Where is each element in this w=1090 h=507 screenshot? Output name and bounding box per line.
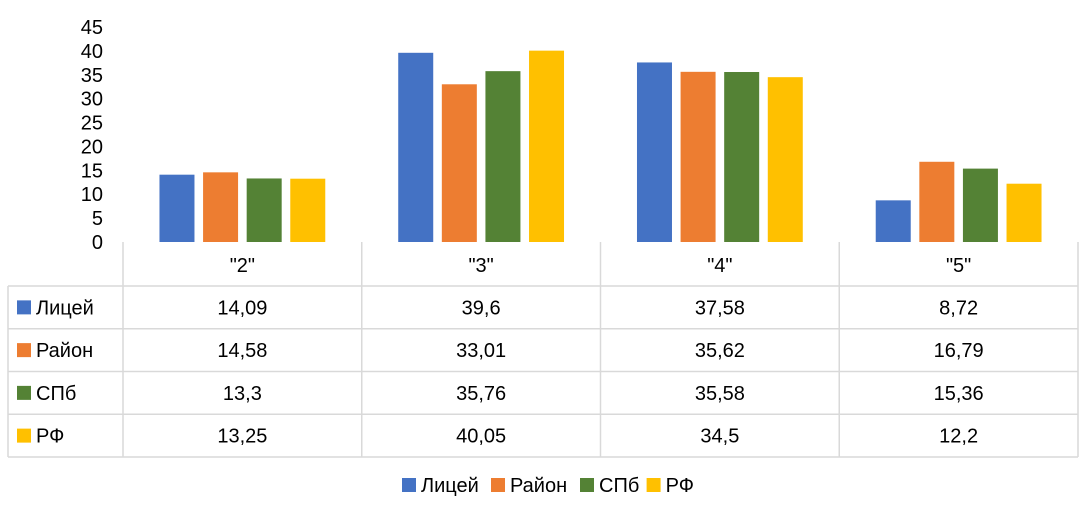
bar-РФ-3 bbox=[1006, 183, 1042, 242]
y-tick-label: 5 bbox=[92, 208, 103, 230]
category-label: "5" bbox=[946, 255, 971, 277]
bar-Лицей-2 bbox=[636, 62, 672, 243]
y-tick-label: 25 bbox=[81, 113, 103, 135]
table-cell: 14,58 bbox=[217, 340, 267, 362]
table-cell: 34,5 bbox=[700, 426, 739, 448]
data-table: "2" "3" "4" "5" Лицей 14,09 39,6 37,58 8,72 Район… bbox=[7, 242, 1079, 458]
bar-Район-1 bbox=[441, 84, 477, 242]
table-series-label: СПб bbox=[36, 383, 76, 405]
legend-key bbox=[646, 478, 661, 492]
y-tick-label: 30 bbox=[81, 89, 103, 111]
table-legend-key bbox=[17, 385, 31, 400]
bar-Лицей-0 bbox=[159, 174, 195, 242]
table-cell: 16,79 bbox=[934, 340, 984, 362]
table-cell: 15,36 bbox=[934, 383, 984, 405]
table-cell: 8,72 bbox=[939, 297, 978, 319]
y-tick-label: 45 bbox=[81, 17, 103, 39]
y-tick-label: 20 bbox=[81, 136, 103, 158]
bar-РФ-2 bbox=[767, 77, 803, 242]
y-tick-label: 15 bbox=[81, 160, 103, 182]
legend-key bbox=[402, 478, 416, 492]
legend-key bbox=[491, 478, 505, 492]
bar-Лицей-3 bbox=[875, 200, 911, 242]
y-tick-label: 10 bbox=[81, 184, 103, 206]
table-cell: 12,2 bbox=[939, 426, 978, 448]
legend-label: СПб bbox=[599, 475, 639, 497]
bar-Район-2 bbox=[680, 71, 716, 242]
category-label: "3" bbox=[468, 255, 493, 277]
table-legend-key bbox=[17, 343, 31, 358]
category-label: "2" bbox=[230, 255, 255, 277]
table-series-label: Лицей bbox=[36, 297, 94, 319]
table-series-label: РФ bbox=[36, 426, 64, 448]
table-cell: 37,58 bbox=[695, 297, 745, 319]
bar-РФ-1 bbox=[529, 50, 565, 243]
table-legend-key bbox=[17, 428, 31, 443]
bar-РФ-0 bbox=[290, 178, 326, 242]
legend-label: Район bbox=[510, 475, 567, 497]
table-cell: 35,58 bbox=[695, 383, 745, 405]
table-cell: 14,09 bbox=[217, 297, 267, 319]
legend-label: РФ bbox=[666, 475, 694, 497]
legend-key bbox=[580, 478, 594, 492]
table-series-label: Район bbox=[36, 340, 93, 362]
category-label: "4" bbox=[707, 255, 732, 277]
bar-СПб-0 bbox=[246, 178, 282, 242]
table-cell: 13,25 bbox=[217, 426, 267, 448]
table-cell: 40,05 bbox=[456, 426, 506, 448]
table-legend-key bbox=[17, 300, 31, 315]
bar-СПб-1 bbox=[485, 71, 521, 243]
bar-Лицей-1 bbox=[398, 52, 434, 242]
table-cell: 33,01 bbox=[456, 340, 506, 362]
bar-СПб-3 bbox=[962, 168, 998, 242]
bar-Район-0 bbox=[203, 172, 239, 242]
table-cell: 39,6 bbox=[462, 297, 501, 319]
bars bbox=[159, 50, 1042, 243]
legend: Лицей Район СПб РФ bbox=[402, 475, 694, 497]
table-cell: 13,3 bbox=[223, 383, 262, 405]
table-cell: 35,62 bbox=[695, 340, 745, 362]
y-tick-label: 35 bbox=[81, 65, 103, 87]
y-tick-label: 0 bbox=[92, 232, 103, 254]
bar-СПб-2 bbox=[724, 72, 760, 242]
y-tick-label: 40 bbox=[81, 41, 103, 63]
legend-label: Лицей bbox=[421, 475, 479, 497]
table-cell: 35,76 bbox=[456, 383, 506, 405]
bar-Район-3 bbox=[919, 161, 955, 242]
